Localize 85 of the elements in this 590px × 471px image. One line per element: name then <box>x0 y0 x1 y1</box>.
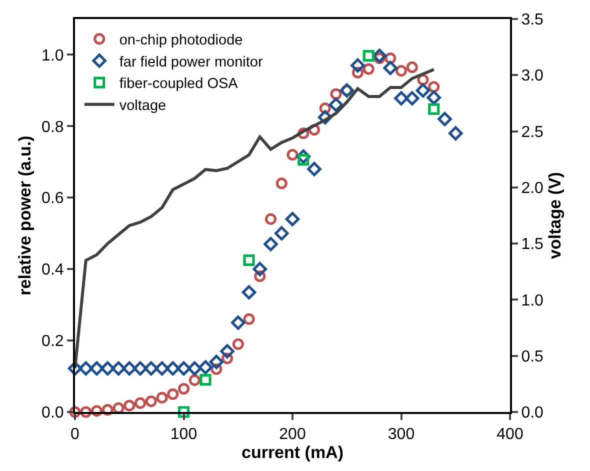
point <box>285 212 300 226</box>
point <box>428 103 440 115</box>
point <box>362 63 374 75</box>
point <box>243 254 255 266</box>
y2-tick-label: 2.5 <box>521 124 544 141</box>
y2-tick-label: 2.0 <box>521 180 544 198</box>
point <box>416 83 430 98</box>
legend-label: fiber-coupled OSA <box>119 76 238 92</box>
point <box>176 361 191 376</box>
point <box>167 388 179 400</box>
point <box>134 397 146 409</box>
point <box>100 361 115 376</box>
y-tick-label: 0.4 <box>42 262 64 279</box>
point <box>102 404 114 416</box>
point <box>307 162 322 176</box>
point <box>78 361 94 376</box>
point <box>448 126 463 140</box>
y-tick-label: 0.2 <box>42 333 64 350</box>
y-tick-label: 0.6 <box>42 190 64 208</box>
point <box>426 90 442 105</box>
x-tick-label: 0 <box>70 426 80 444</box>
x-tick-label: 400 <box>496 426 524 444</box>
point <box>90 405 103 417</box>
y-tick-label: 0.0 <box>42 404 64 422</box>
y2-tick-label: 1.5 <box>521 236 544 254</box>
x-axis-title: current (mA) <box>241 443 344 462</box>
point <box>154 361 170 376</box>
point <box>286 148 298 161</box>
point <box>406 61 418 74</box>
point <box>144 361 158 376</box>
point <box>122 361 137 376</box>
point <box>264 213 277 225</box>
point <box>404 91 420 106</box>
point <box>220 344 234 358</box>
x-tick-label: 300 <box>388 426 415 444</box>
y2-tick-label: 3.0 <box>521 68 544 85</box>
point <box>242 285 256 300</box>
point <box>438 112 452 126</box>
point <box>188 374 200 386</box>
y-axis-title: relative power (a.u.) <box>16 136 35 296</box>
point <box>362 50 374 62</box>
point <box>90 361 104 376</box>
y2-tick-label: 0.5 <box>521 348 544 366</box>
point <box>330 88 342 100</box>
y2-tick-label: 0.0 <box>521 404 544 422</box>
point <box>200 374 212 386</box>
point <box>68 361 82 376</box>
point <box>298 154 310 166</box>
point <box>383 60 398 76</box>
point <box>187 361 202 376</box>
point <box>80 406 92 418</box>
legend-label: far field power monitor <box>119 54 263 70</box>
point <box>178 406 190 418</box>
point <box>328 98 344 112</box>
point <box>166 361 180 376</box>
point <box>145 395 157 408</box>
point <box>111 361 126 376</box>
point <box>133 361 148 376</box>
point <box>232 338 244 350</box>
point <box>198 360 213 374</box>
point <box>264 236 278 252</box>
point <box>276 178 288 190</box>
y2-tick-label: 3.5 <box>521 12 544 29</box>
legend-label: voltage <box>119 98 166 114</box>
point <box>124 400 136 412</box>
point <box>394 91 408 106</box>
point <box>372 48 387 63</box>
point <box>428 81 440 93</box>
point <box>69 406 81 418</box>
legend-label: on-chip photodiode <box>119 32 243 49</box>
y2-axis-title: voltage (V) <box>545 172 564 259</box>
x-tick-label: 100 <box>170 426 198 444</box>
y2-tick-label: 1.0 <box>521 292 544 310</box>
point <box>209 354 224 370</box>
point <box>178 382 190 395</box>
point <box>243 313 255 325</box>
point <box>395 65 408 77</box>
point <box>156 392 168 404</box>
point <box>274 226 289 241</box>
y-tick-label: 0.8 <box>42 118 64 136</box>
x-tick-label: 200 <box>279 426 306 444</box>
y-tick-label: 1.0 <box>42 47 64 64</box>
point <box>252 262 268 276</box>
point <box>350 58 365 73</box>
point <box>230 316 246 330</box>
